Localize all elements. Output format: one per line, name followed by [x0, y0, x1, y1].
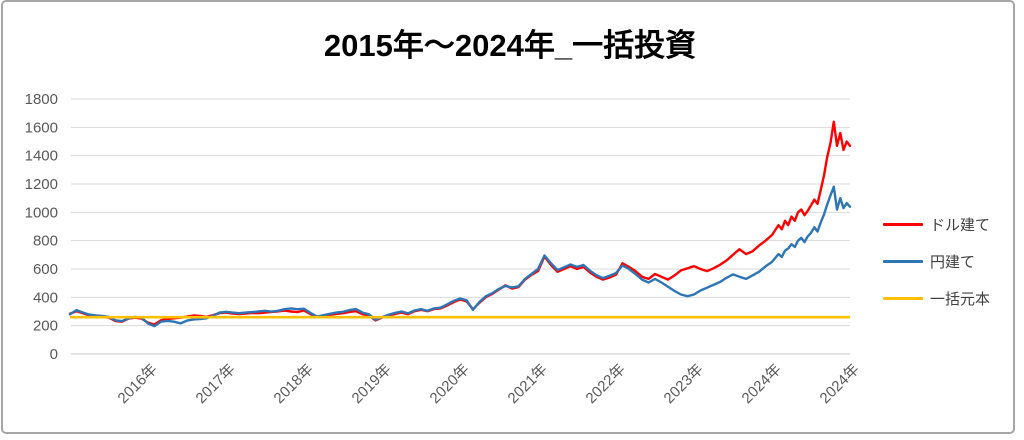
legend-label-jpy: 円建て — [930, 254, 976, 271]
x-axis-tick-label: 2021年 — [505, 361, 551, 407]
chart-title: 2015年～2024年_一括投資 — [323, 28, 697, 63]
y-axis-tick-label: 400 — [33, 289, 58, 306]
x-axis-tick-label: 2020年 — [427, 361, 473, 407]
y-axis-tick-label: 200 — [33, 318, 58, 335]
y-axis-tick-label: 800 — [33, 233, 58, 250]
series-line-jpy — [68, 185, 852, 328]
y-axis-tick-label: 600 — [33, 261, 58, 278]
y-axis-tick-label: 1600 — [25, 119, 58, 136]
legend-item-usd: ドル建て — [883, 214, 990, 235]
x-axis-tick-label: 2024年 — [817, 361, 863, 407]
legend: ドル建て 円建て 一括元本 — [883, 214, 990, 309]
x-axis-tick-label: 2023年 — [661, 361, 707, 407]
x-axis-tick-label: 2018年 — [271, 361, 317, 407]
x-axis-tick-label: 2024年 — [739, 361, 785, 407]
principal-line-swatch-icon — [883, 297, 923, 300]
legend-label-usd: ドル建て — [930, 217, 991, 234]
y-axis-tick-label: 1400 — [25, 148, 58, 165]
x-axis-tick-label: 2017年 — [193, 361, 239, 407]
usd-line-swatch-icon — [883, 223, 923, 226]
y-axis-tick-label: 0 — [50, 346, 58, 363]
x-axis-tick-label: 2022年 — [583, 361, 629, 407]
legend-item-principal: 一括元本 — [883, 288, 990, 309]
y-axis-tick-label: 1200 — [25, 176, 58, 193]
jpy-line-swatch-icon — [883, 260, 923, 263]
series-line-usd — [68, 120, 852, 326]
legend-label-principal: 一括元本 — [930, 291, 991, 308]
plot-area: 0 200 400 600 800 1000 1200 1400 1600 1800 2016年 20… — [25, 91, 863, 407]
x-axis-tick-label: 2016年 — [115, 361, 161, 407]
chart-canvas: 2015年～2024年_一括投資 0 200 400 600 800 1000 1200 14… — [1, 0, 1015, 434]
y-axis-tick-label: 1000 — [25, 204, 58, 221]
legend-item-jpy: 円建て — [883, 251, 990, 272]
x-axis-tick-label: 2019年 — [349, 361, 395, 407]
y-axis-tick-label: 1800 — [25, 91, 58, 108]
